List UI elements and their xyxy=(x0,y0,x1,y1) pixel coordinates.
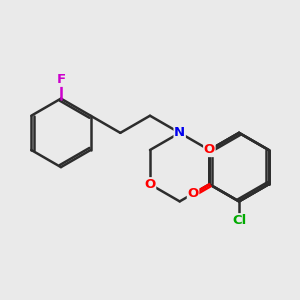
Text: N: N xyxy=(174,126,185,140)
Text: O: O xyxy=(188,187,199,200)
Text: O: O xyxy=(144,178,156,191)
Text: O: O xyxy=(204,143,215,157)
Text: Cl: Cl xyxy=(232,214,246,227)
Text: F: F xyxy=(56,73,65,86)
